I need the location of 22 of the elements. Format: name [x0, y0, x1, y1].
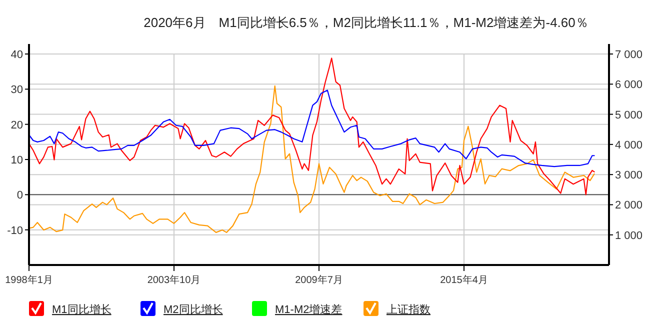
y-tick-label: 20	[10, 119, 23, 132]
y2-tick-label: 6 000	[615, 79, 643, 92]
y-tick-label: 40	[10, 49, 23, 61]
legend-label: M1同比增长	[52, 303, 112, 316]
x-tick-label: 1998年1月	[5, 274, 53, 286]
y-tick-label: 0	[16, 190, 23, 202]
legend-label: M1-M2增速差	[275, 303, 342, 316]
y2-tick-label: 7 000	[615, 49, 643, 61]
y2-tick-label: 4 000	[615, 139, 643, 152]
x-tick-label: 2003年10月	[147, 274, 201, 286]
y2-tick-label: 2 000	[615, 200, 643, 212]
y2-tick-label: 1 000	[615, 230, 643, 242]
y-tick-label: 30	[10, 84, 23, 96]
chart-title: 2020年6月 M1同比增长6.5％，M2同比增长11.1％，M1-M2增速差为-4.60％	[144, 15, 588, 30]
y-tick-label: 10	[10, 154, 23, 166]
legend-label: 上证指数	[386, 303, 430, 316]
x-tick-label: 2015年4月	[440, 274, 488, 286]
y2-tick-label: 5 000	[615, 109, 643, 122]
x-tick-label: 2009年7月	[295, 274, 343, 286]
y-tick-label: -10	[7, 224, 23, 237]
legend-label: M2同比增长	[164, 303, 223, 316]
y2-tick-label: 3 000	[615, 170, 643, 182]
